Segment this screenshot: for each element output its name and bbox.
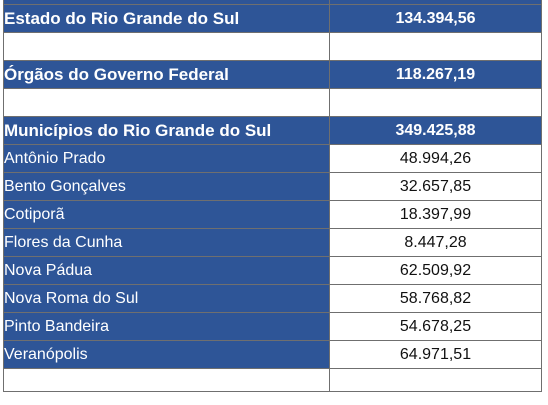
blank-cell: [329, 32, 542, 61]
resource-table: Estado do Rio Grande do Sul 134.394,56 Ó…: [3, 0, 542, 392]
section-label-municipios: Municípios do Rio Grande do Sul: [3, 116, 330, 145]
table-row: Nova Pádua 62.509,92: [3, 256, 542, 285]
table-row: Veranópolis 64.971,51: [3, 340, 542, 369]
section-value-orgaos-federais: 118.267,19: [329, 60, 542, 89]
municipality-name: Cotiporã: [3, 200, 330, 229]
table-row: Nova Roma do Sul 58.768,82: [3, 284, 542, 313]
municipality-name: Nova Roma do Sul: [3, 284, 330, 313]
blank-row: [3, 368, 542, 392]
table-row: Cotiporã 18.397,99: [3, 200, 542, 229]
blank-cell: [329, 88, 542, 117]
municipality-value: 64.971,51: [329, 340, 542, 369]
section-label-orgaos-federais: Órgãos do Governo Federal: [3, 60, 330, 89]
section-value-estado: 134.394,56: [329, 4, 542, 33]
table-row: Bento Gonçalves 32.657,85: [3, 172, 542, 201]
table-row: Flores da Cunha 8.447,28: [3, 228, 542, 257]
municipality-value: 62.509,92: [329, 256, 542, 285]
municipality-value: 48.994,26: [329, 144, 542, 173]
municipality-name: Antônio Prado: [3, 144, 330, 173]
blank-cell: [3, 368, 330, 392]
table-row: Antônio Prado 48.994,26: [3, 144, 542, 173]
blank-row: [3, 88, 542, 117]
municipality-value: 58.768,82: [329, 284, 542, 313]
table-row: Pinto Bandeira 54.678,25: [3, 312, 542, 341]
municipality-name: Bento Gonçalves: [3, 172, 330, 201]
blank-row: [3, 32, 542, 61]
municipality-value: 18.397,99: [329, 200, 542, 229]
municipality-name: Nova Pádua: [3, 256, 330, 285]
section-row-estado: Estado do Rio Grande do Sul 134.394,56: [3, 4, 542, 33]
municipality-name: Flores da Cunha: [3, 228, 330, 257]
municipality-value: 54.678,25: [329, 312, 542, 341]
section-row-orgaos-federais: Órgãos do Governo Federal 118.267,19: [3, 60, 542, 89]
section-label-estado: Estado do Rio Grande do Sul: [3, 4, 330, 33]
municipality-value: 32.657,85: [329, 172, 542, 201]
blank-cell: [329, 368, 542, 392]
section-row-municipios: Municípios do Rio Grande do Sul 349.425,…: [3, 116, 542, 145]
section-value-municipios: 349.425,88: [329, 116, 542, 145]
municipality-name: Veranópolis: [3, 340, 330, 369]
municipality-value: 8.447,28: [329, 228, 542, 257]
blank-cell: [3, 88, 330, 117]
municipality-name: Pinto Bandeira: [3, 312, 330, 341]
blank-cell: [3, 32, 330, 61]
